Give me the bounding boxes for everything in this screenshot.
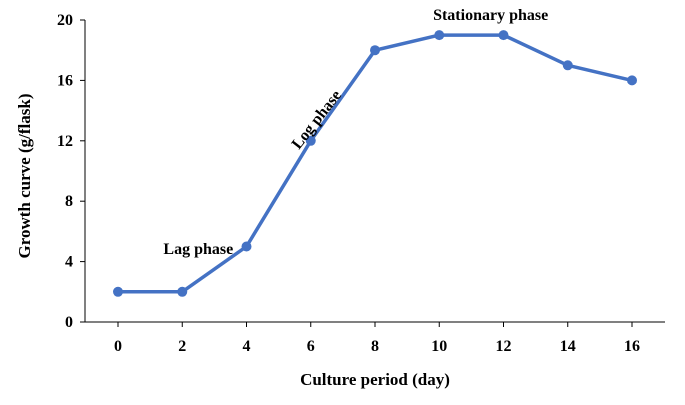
data-point — [177, 286, 188, 297]
x-tick-label: 12 — [496, 338, 512, 355]
series-layer — [113, 30, 637, 297]
x-tick-label: 0 — [114, 338, 122, 355]
x-tick-label: 2 — [178, 338, 186, 355]
axes — [84, 20, 665, 323]
x-tick-label: 10 — [431, 338, 447, 355]
data-point — [305, 135, 316, 146]
y-tick-label: 4 — [65, 254, 73, 271]
y-axis-title: Growth curve (g/flask) — [15, 94, 34, 259]
phase-annotation: Lag phase — [163, 241, 233, 258]
x-tick-label: 4 — [243, 338, 251, 355]
y-tick-label: 12 — [57, 133, 73, 150]
y-tick-label: 20 — [57, 12, 73, 29]
x-tick-label: 16 — [624, 338, 640, 355]
y-tick-label: 0 — [65, 314, 73, 331]
data-point — [241, 241, 252, 252]
phase-annotation: Log phase — [289, 87, 345, 152]
x-tick-label: 6 — [307, 338, 315, 355]
data-point — [434, 30, 445, 41]
annotations: Lag phase Log phase Stationary phase — [163, 7, 548, 258]
x-ticks: 0 2 4 6 8 10 12 14 16 — [114, 322, 640, 355]
data-point — [627, 75, 637, 86]
data-point — [562, 60, 573, 71]
data-point — [113, 286, 123, 297]
data-point — [370, 45, 380, 56]
x-tick-label: 8 — [371, 338, 379, 355]
y-tick-label: 16 — [57, 72, 73, 89]
data-point — [498, 30, 509, 41]
phase-annotation: Stationary phase — [433, 7, 548, 24]
x-tick-label: 14 — [560, 338, 576, 355]
y-tick-label: 8 — [65, 193, 73, 210]
x-axis-title: Culture period (day) — [300, 370, 450, 389]
y-ticks: 0 4 8 12 16 20 — [57, 12, 85, 331]
